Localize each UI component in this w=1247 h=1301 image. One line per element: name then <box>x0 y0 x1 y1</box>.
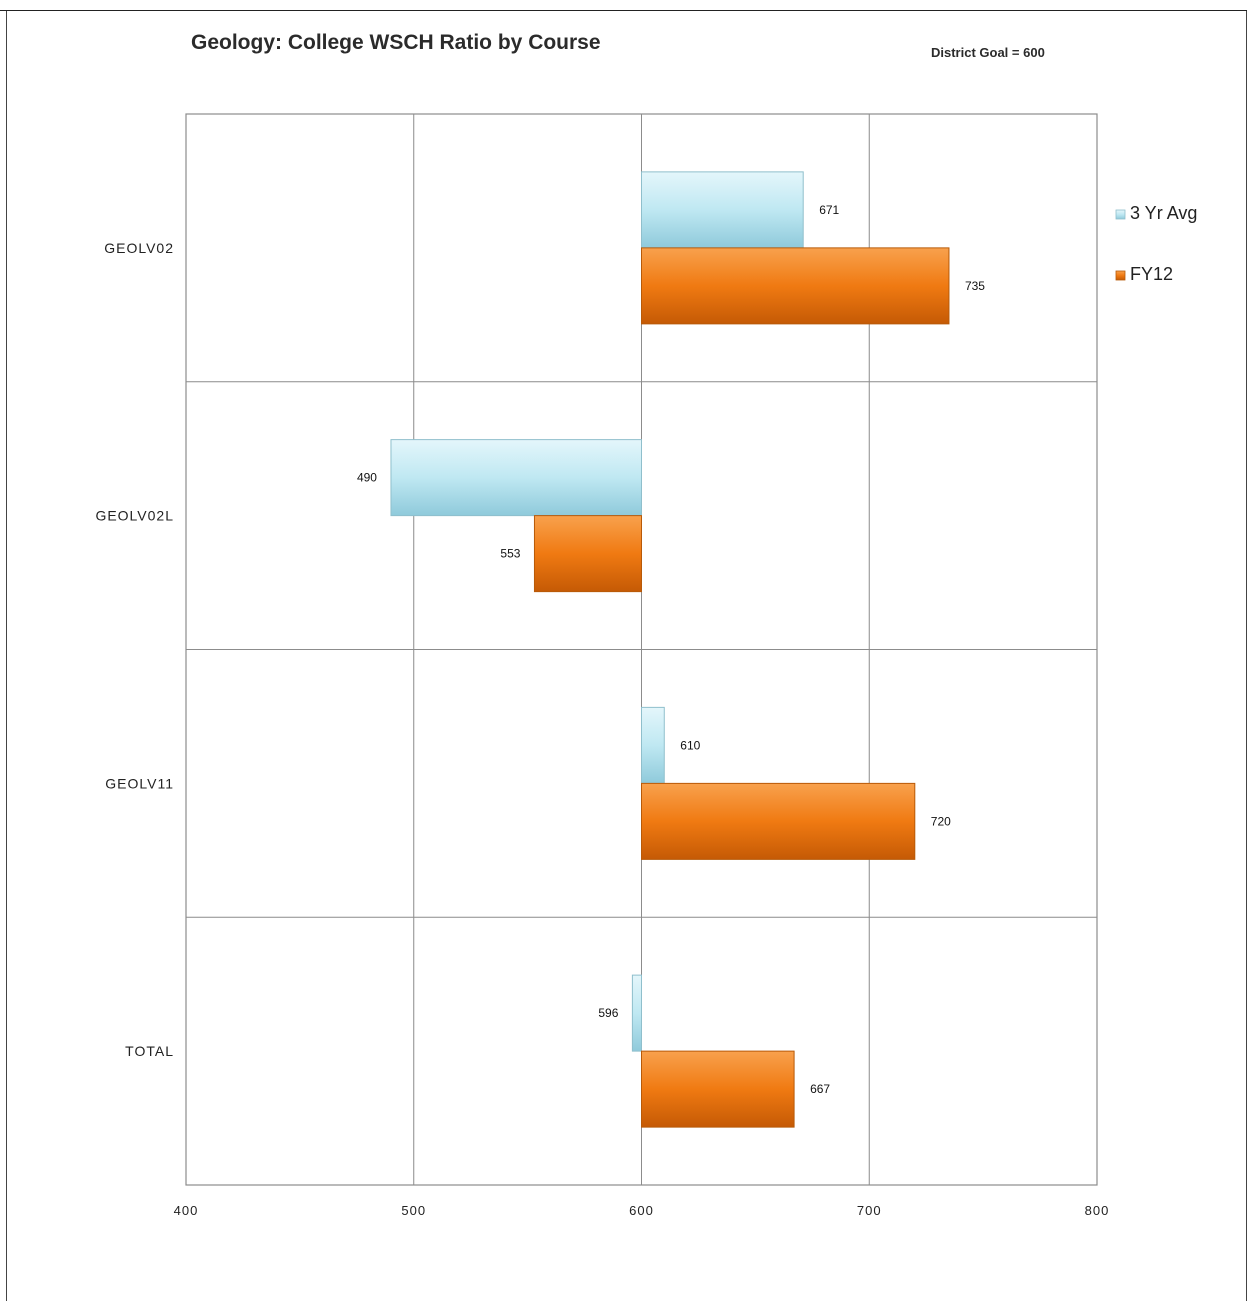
data-label: 610 <box>680 738 700 752</box>
category-label: TOTAL <box>125 1043 174 1059</box>
legend-label: 3 Yr Avg <box>1130 203 1197 223</box>
category-label: GEOLV02 <box>104 240 174 256</box>
chart-title: Geology: College WSCH Ratio by Course <box>191 31 601 54</box>
data-label: 667 <box>810 1082 830 1096</box>
bar-3-yr-avg <box>390 439 642 517</box>
category-label: GEOLV02L <box>95 508 174 524</box>
bar-fy12 <box>641 247 950 325</box>
bar-fy12 <box>641 782 916 860</box>
x-tick-label: 700 <box>857 1203 882 1218</box>
district-goal-annotation: District Goal = 600 <box>931 45 1045 60</box>
legend-swatch <box>1115 270 1126 281</box>
x-tick-label: 800 <box>1085 1203 1110 1218</box>
x-tick-label: 600 <box>629 1203 654 1218</box>
plot-area: 400 500 600 700 800 GEOLV02 671 735 GEOLV02L 490 5… <box>95 113 1110 1218</box>
bar-3-yr-avg <box>641 171 804 249</box>
bar-fy12 <box>533 515 643 593</box>
legend-swatch <box>1115 209 1126 220</box>
x-tick-label: 500 <box>401 1203 426 1218</box>
legend: 3 Yr Avg FY12 <box>1115 203 1197 284</box>
data-label: 553 <box>500 547 520 561</box>
category-label: GEOLV11 <box>105 775 174 791</box>
legend-label: FY12 <box>1130 264 1173 284</box>
x-tick-label: 400 <box>174 1203 199 1218</box>
bar-fy12 <box>641 1050 795 1128</box>
data-label: 596 <box>598 1006 618 1020</box>
bar-3-yr-avg <box>631 974 643 1052</box>
data-label: 720 <box>931 814 951 828</box>
data-label: 671 <box>819 203 839 217</box>
data-label: 490 <box>357 471 377 485</box>
bar-3-yr-avg <box>641 706 665 784</box>
spreadsheet-header-strip <box>0 0 1247 11</box>
data-label: 735 <box>965 279 985 293</box>
